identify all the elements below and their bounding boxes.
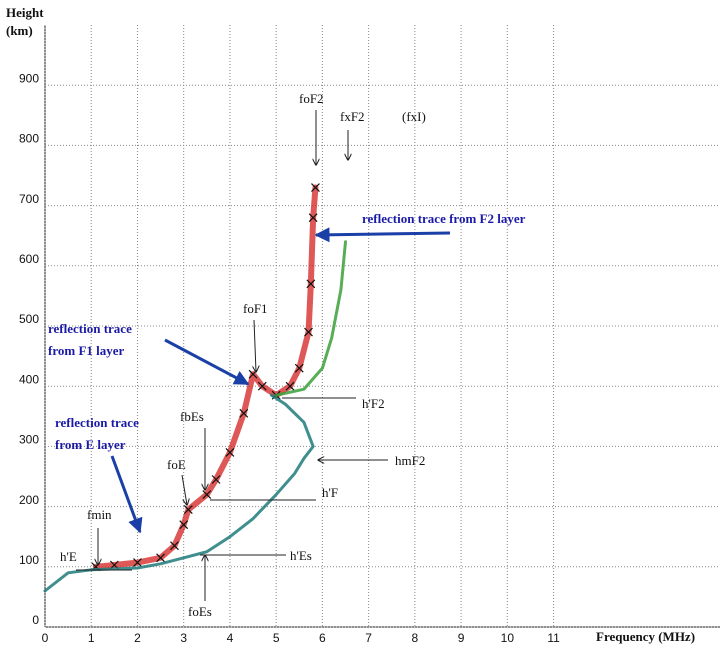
x-tick-label: 6 — [319, 631, 326, 645]
y-title: (km) — [6, 23, 33, 38]
y-tick-label: 100 — [19, 553, 39, 567]
annotation: foF1 — [243, 301, 268, 316]
y-title: Height — [6, 5, 44, 20]
trace-marker — [294, 363, 304, 373]
annotation: h'F2 — [362, 396, 385, 411]
trace-marker — [156, 553, 166, 563]
annotation-arrow — [314, 227, 451, 243]
annotation: fmin — [87, 507, 112, 522]
x-tick-label: 11 — [547, 631, 560, 645]
y-tick-label: 300 — [19, 433, 39, 447]
annotation-arrow — [254, 319, 256, 372]
y-tick-label: 500 — [19, 312, 39, 326]
annotation: reflection trace — [48, 321, 132, 336]
trace-marker — [211, 475, 221, 484]
annotation: reflection trace — [55, 415, 139, 430]
trace — [92, 184, 319, 570]
x-tick-label: 2 — [134, 631, 141, 645]
x-tick-label: 4 — [227, 631, 234, 645]
trace-marker — [170, 541, 179, 551]
annotation: foE — [167, 457, 186, 472]
annotation: hmF2 — [395, 453, 425, 468]
trace — [43, 393, 315, 593]
y-tick-label: 200 — [19, 493, 39, 507]
annotation-arrow — [110, 455, 143, 534]
y-tick-label: 700 — [19, 192, 39, 206]
x-title: Frequency (MHz) — [596, 629, 695, 644]
annotation: from F1 layer — [48, 343, 125, 358]
annotation: foF2 — [299, 91, 324, 106]
annotation: from E layer — [55, 437, 126, 452]
trace — [274, 240, 348, 397]
y-tick-label: 0 — [32, 613, 39, 627]
x-tick-label: 1 — [88, 631, 95, 645]
annotation: foEs — [188, 604, 212, 619]
trace-marker — [239, 408, 249, 418]
trace-marker — [304, 327, 313, 337]
annotation: fxF2 — [340, 109, 365, 124]
annotation-arrow — [164, 338, 250, 386]
y-tick-label: 800 — [19, 132, 39, 146]
x-tick-label: 3 — [180, 631, 187, 645]
x-tick-label: 7 — [365, 631, 372, 645]
x-tick-label: 9 — [458, 631, 465, 645]
annotation: fbEs — [180, 409, 204, 424]
y-tick-label: 400 — [19, 372, 39, 386]
annotation: h'Es — [290, 548, 312, 563]
x-tick-label: 10 — [501, 631, 515, 645]
annotation-arrow — [181, 474, 187, 505]
x-tick-label: 5 — [273, 631, 280, 645]
trace-marker — [306, 279, 316, 289]
trace-marker — [183, 505, 193, 515]
annotation: (fxI) — [402, 109, 426, 124]
trace-marker — [202, 490, 212, 499]
y-tick-label: 600 — [19, 252, 39, 266]
x-tick-label: 8 — [412, 631, 419, 645]
trace-marker — [225, 447, 235, 457]
x-tick-label: 0 — [42, 631, 49, 645]
trace-marker — [179, 520, 189, 530]
annotation: h'F — [322, 485, 338, 500]
trace-marker — [285, 381, 295, 391]
trace-marker — [311, 183, 320, 192]
trace-marker — [257, 381, 267, 391]
y-tick-label: 900 — [19, 71, 39, 85]
trace-marker — [133, 558, 142, 568]
annotation: reflection trace from F2 layer — [362, 211, 526, 226]
annotation: h'E — [60, 549, 77, 564]
trace-marker — [308, 213, 318, 223]
